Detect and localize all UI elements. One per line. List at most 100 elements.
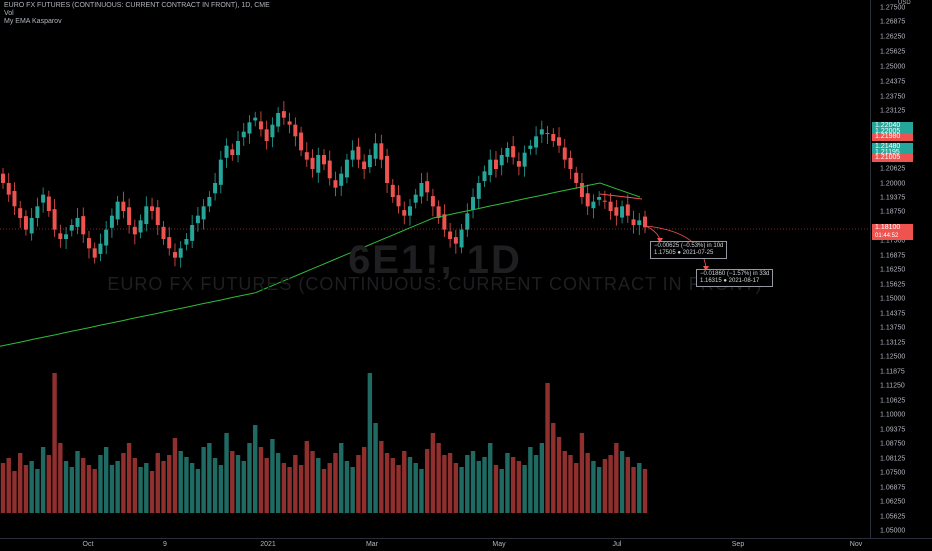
candlestick-series xyxy=(1,101,647,268)
volume-bar xyxy=(631,467,636,513)
volume-bar xyxy=(602,459,608,513)
volume-bar xyxy=(6,458,11,513)
volume-bar xyxy=(614,443,619,513)
price-axis-label: 1.18750 xyxy=(880,208,906,216)
volume-bar xyxy=(516,461,522,513)
price-tag: 1.22005 xyxy=(872,128,913,136)
volume-bar xyxy=(539,443,545,513)
candle-body xyxy=(178,248,183,258)
candle-body xyxy=(6,183,11,195)
candle-body xyxy=(545,133,550,135)
legend-ema[interactable]: My EMA Kasparov xyxy=(4,18,62,25)
time-axis-label: Nov xyxy=(849,541,863,548)
legend-volume[interactable]: Vol xyxy=(4,10,14,17)
volume-bar xyxy=(247,443,252,513)
projection-label-1: −0.00625 (−0.53%) in 10d 1.17505 ● 2021-… xyxy=(650,241,728,259)
candle-body xyxy=(614,207,619,216)
volume-bar xyxy=(442,455,447,513)
volume-bar xyxy=(522,465,527,513)
candle-body xyxy=(442,214,447,230)
candle-body xyxy=(379,143,384,160)
candle-body xyxy=(344,159,349,178)
volume-bar xyxy=(115,461,120,513)
volume-bar xyxy=(149,471,155,513)
candle-body xyxy=(58,233,63,239)
volume-bar xyxy=(253,425,258,513)
time-axis[interactable]: Oct 9 2021 Mar May Jul Sep Nov xyxy=(0,538,932,551)
candle-body xyxy=(144,206,149,225)
candle-body xyxy=(482,171,487,182)
volume-bar xyxy=(596,467,602,513)
candle-body xyxy=(115,201,120,220)
price-axis-unit: USD xyxy=(898,0,911,6)
price-axis-label: 1.13750 xyxy=(880,324,906,332)
candle-body xyxy=(75,218,80,227)
candle-body xyxy=(505,148,510,157)
candle-body xyxy=(155,207,160,225)
candle-body xyxy=(253,117,258,121)
volume-bar xyxy=(465,455,470,513)
candle-body xyxy=(643,216,647,228)
volume-bar xyxy=(396,465,401,513)
candle-body xyxy=(471,197,476,210)
volume-bar xyxy=(132,458,138,513)
volume-bar xyxy=(207,443,212,513)
volume-bar xyxy=(287,467,292,513)
volume-bar xyxy=(40,447,46,513)
candle-body xyxy=(322,155,326,165)
price-tag: 1.21980 xyxy=(872,133,913,141)
volume-bar xyxy=(304,441,310,513)
volume-bar xyxy=(568,455,573,513)
candle-body xyxy=(41,194,46,203)
volume-bar xyxy=(338,443,344,513)
volume-bar xyxy=(212,458,218,513)
volume-bar xyxy=(499,469,504,513)
volume-bar xyxy=(556,437,562,513)
volume-bar xyxy=(459,467,464,513)
volume-bar xyxy=(625,457,631,513)
candle-body xyxy=(213,183,218,194)
volume-bar xyxy=(298,465,304,513)
volume-bar xyxy=(453,463,459,513)
volume-bar xyxy=(470,451,476,513)
price-tag: 1.21005 xyxy=(872,154,913,162)
candle-body xyxy=(121,201,126,211)
candle-body xyxy=(528,145,533,149)
description-watermark: EURO FX FUTURES (CONTINUOUS: CURRENT CON… xyxy=(107,274,763,294)
volume-bar xyxy=(293,455,298,513)
price-axis-label: 1.19375 xyxy=(880,194,906,202)
candle-body xyxy=(247,122,252,134)
candle-body xyxy=(493,159,498,169)
candle-body xyxy=(109,215,114,228)
volume-bar xyxy=(178,451,183,513)
candle-body xyxy=(230,149,235,155)
price-axis-label: 1.11250 xyxy=(880,382,905,390)
volume-bar xyxy=(218,465,224,513)
projection-1-change: −0.00625 (−0.53%) in 10d xyxy=(654,243,724,249)
candle-body xyxy=(608,201,613,211)
price-tag: 1.22040 xyxy=(872,122,913,130)
price-axis-label: 1.23125 xyxy=(880,107,906,115)
volume-bar xyxy=(264,458,269,513)
price-axis-label: 1.08750 xyxy=(880,440,906,448)
volume-bar xyxy=(545,383,550,513)
price-axis-label: 1.26875 xyxy=(880,18,906,26)
countdown-tag: 01:44:52 xyxy=(872,232,913,240)
volume-bar xyxy=(488,443,493,513)
price-axis-label: 1.16250 xyxy=(880,266,906,274)
volume-bar xyxy=(390,458,395,513)
candle-body xyxy=(579,183,584,197)
candle-body xyxy=(425,181,430,193)
ema-line xyxy=(0,182,641,347)
price-axis-label: 1.17500 xyxy=(880,237,906,245)
candle-body xyxy=(430,196,435,207)
volume-bar xyxy=(407,457,413,513)
candle-body xyxy=(373,143,378,159)
candle-body xyxy=(488,159,493,176)
volume-bar xyxy=(275,453,281,513)
volume-bar xyxy=(402,451,407,513)
time-axis-label: Oct xyxy=(82,541,94,548)
volume-bar xyxy=(58,443,63,513)
price-axis[interactable] xyxy=(870,0,932,538)
